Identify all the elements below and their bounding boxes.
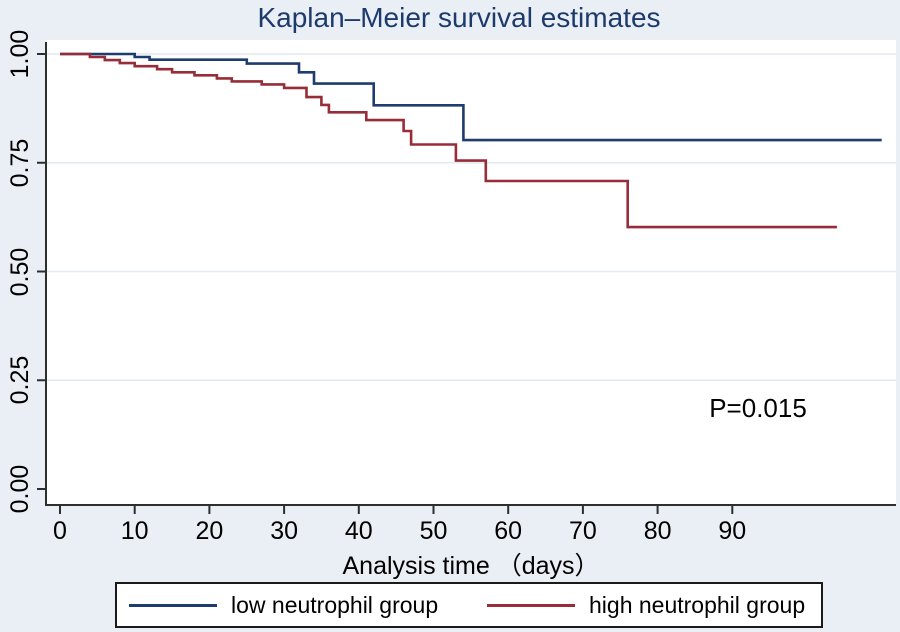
x-tick-label: 0 <box>53 517 67 545</box>
x-tick-label: 20 <box>195 517 224 545</box>
x-tick-label: 50 <box>419 517 448 545</box>
chart-title: Kaplan–Meier survival estimates <box>257 2 661 33</box>
y-tick-label: 0.00 <box>6 464 34 514</box>
plot-background <box>46 40 896 505</box>
x-tick-label: 30 <box>270 517 298 545</box>
high-group-line-swatch <box>487 604 575 607</box>
x-tick-label: 60 <box>494 517 523 545</box>
x-tick-label: 80 <box>643 517 672 545</box>
x-tick-label: 10 <box>120 517 149 545</box>
survival-curve-maroon <box>60 52 837 229</box>
y-tick-label: 0.75 <box>6 138 34 188</box>
low-group-line-swatch <box>129 604 217 607</box>
legend: low neutrophil group high neutrophil gro… <box>115 582 823 628</box>
y-tick-label: 1.00 <box>6 29 34 79</box>
high-group-legend-label: high neutrophil group <box>589 592 806 618</box>
x-axis-title: Analysis time （days） <box>342 552 600 580</box>
x-tick-label: 70 <box>568 517 597 545</box>
y-tick-label: 0.25 <box>6 355 34 405</box>
survival-curve-navy <box>60 52 882 142</box>
y-tick-label: 0.50 <box>6 247 34 296</box>
p-value-annotation: P=0.015 <box>709 393 807 423</box>
low-group-legend-label: low neutrophil group <box>231 592 439 618</box>
x-tick-label: 40 <box>344 517 373 545</box>
x-tick-label: 90 <box>718 517 747 545</box>
